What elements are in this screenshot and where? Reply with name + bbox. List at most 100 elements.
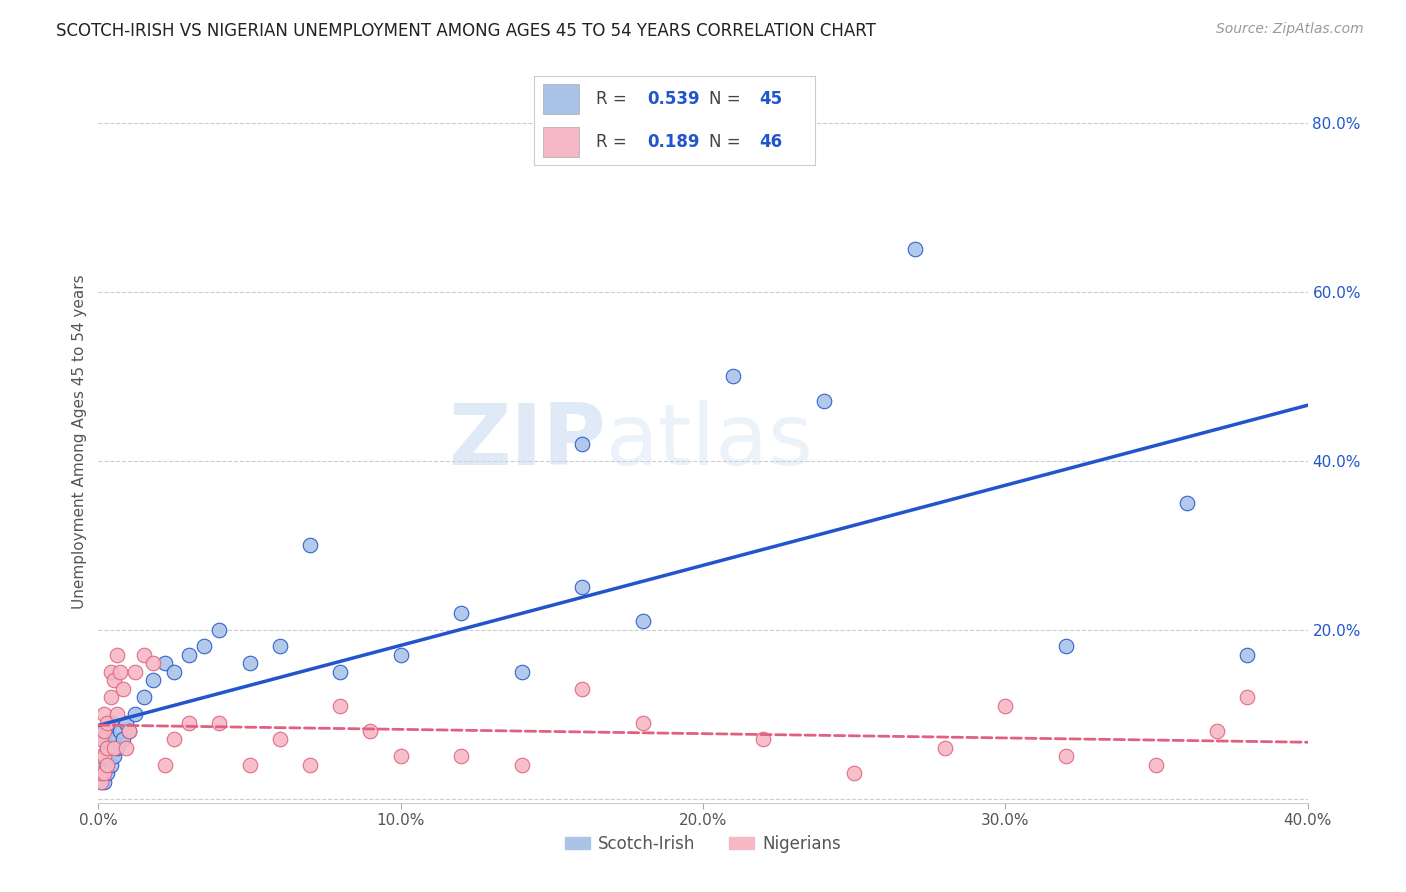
Point [813, 394, 835, 409]
Point [239, 757, 262, 772]
Text: ZIP: ZIP [449, 400, 606, 483]
Point [389, 749, 412, 764]
Point [269, 732, 291, 747]
Text: 46: 46 [759, 133, 782, 151]
Point [510, 665, 533, 679]
Point [239, 657, 262, 671]
Point [299, 757, 322, 772]
Point [103, 740, 125, 755]
Point [571, 580, 593, 594]
Point [1144, 757, 1167, 772]
Point [96, 740, 118, 755]
Text: N =: N = [709, 133, 745, 151]
Point [1236, 690, 1258, 705]
Point [153, 657, 176, 671]
Point [111, 732, 134, 747]
Point [329, 698, 352, 713]
Point [142, 673, 165, 688]
Point [111, 681, 134, 696]
Point [90, 766, 112, 780]
Text: 0.539: 0.539 [647, 90, 699, 108]
Point [179, 648, 201, 662]
Point [132, 690, 155, 705]
Point [93, 732, 115, 747]
Point [108, 665, 131, 679]
Point [105, 648, 128, 662]
Point [510, 757, 533, 772]
Point [100, 665, 122, 679]
Point [153, 757, 176, 772]
Point [994, 698, 1017, 713]
Point [389, 648, 412, 662]
Point [105, 740, 128, 755]
Point [163, 665, 186, 679]
Point [1054, 640, 1077, 654]
Point [571, 681, 593, 696]
Text: 0.189: 0.189 [647, 133, 699, 151]
Point [100, 757, 122, 772]
Point [208, 623, 231, 637]
Point [934, 740, 956, 755]
Point [90, 749, 112, 764]
Point [96, 757, 118, 772]
Point [142, 657, 165, 671]
Text: R =: R = [596, 90, 633, 108]
Point [90, 774, 112, 789]
Point [103, 673, 125, 688]
Point [193, 640, 215, 654]
Point [90, 766, 112, 780]
Point [103, 749, 125, 764]
Point [108, 723, 131, 738]
Point [100, 690, 122, 705]
Text: N =: N = [709, 90, 745, 108]
Point [904, 242, 927, 256]
Text: Source: ZipAtlas.com: Source: ZipAtlas.com [1216, 22, 1364, 37]
Point [118, 723, 141, 738]
FancyBboxPatch shape [543, 84, 579, 114]
Point [844, 766, 866, 780]
Point [118, 723, 141, 738]
Point [93, 766, 115, 780]
Text: R =: R = [596, 133, 633, 151]
FancyBboxPatch shape [543, 127, 579, 157]
Point [114, 740, 136, 755]
Point [360, 723, 382, 738]
Point [96, 723, 118, 738]
Point [124, 665, 146, 679]
Point [631, 715, 654, 730]
Point [96, 757, 118, 772]
Point [90, 774, 112, 789]
Point [100, 740, 122, 755]
Point [93, 749, 115, 764]
Point [269, 640, 291, 654]
Point [450, 606, 472, 620]
Point [1175, 496, 1198, 510]
Point [752, 732, 775, 747]
Point [100, 715, 122, 730]
Point [96, 715, 118, 730]
Point [208, 715, 231, 730]
Point [299, 538, 322, 552]
Point [179, 715, 201, 730]
Y-axis label: Unemployment Among Ages 45 to 54 years: Unemployment Among Ages 45 to 54 years [72, 274, 87, 609]
Point [96, 766, 118, 780]
Point [1236, 648, 1258, 662]
Text: 45: 45 [759, 90, 782, 108]
Point [96, 740, 118, 755]
Point [93, 723, 115, 738]
Point [93, 707, 115, 722]
Point [90, 732, 112, 747]
Point [571, 436, 593, 450]
Point [93, 766, 115, 780]
Text: atlas: atlas [606, 400, 814, 483]
Point [124, 707, 146, 722]
Point [103, 732, 125, 747]
Point [90, 757, 112, 772]
Point [163, 732, 186, 747]
Point [329, 665, 352, 679]
Point [114, 715, 136, 730]
Point [105, 707, 128, 722]
Point [93, 774, 115, 789]
Point [132, 648, 155, 662]
Point [723, 369, 745, 384]
